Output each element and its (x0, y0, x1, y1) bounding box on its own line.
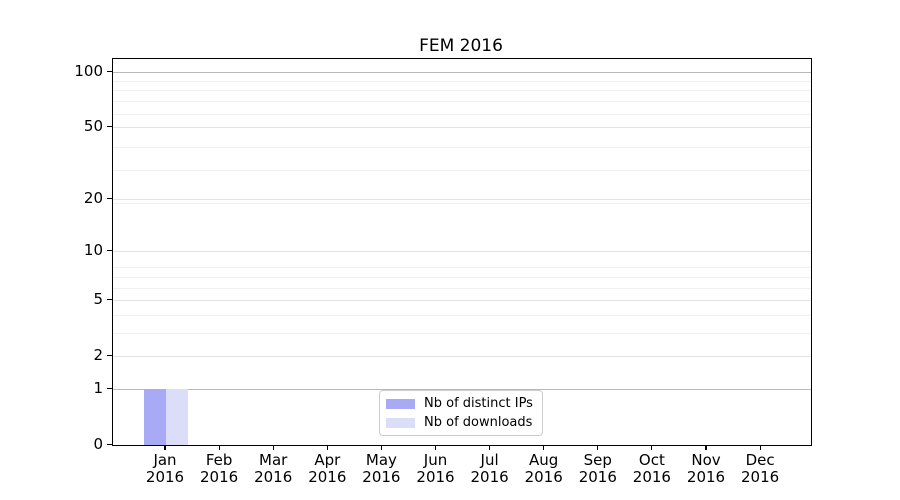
gridline-minor (113, 267, 811, 269)
y-axis-tick (107, 197, 112, 199)
x-axis-tick (434, 445, 437, 450)
legend: Nb of distinct IPs Nb of downloads (379, 390, 543, 436)
x-tick-label: Mar 2016 (254, 451, 293, 486)
plot-area (112, 58, 812, 446)
x-axis-tick (218, 445, 220, 450)
gridline-minor (113, 90, 811, 92)
y-axis-tick (107, 387, 112, 390)
bar-nb-of-distinct-ips (144, 388, 166, 445)
legend-label: Nb of downloads (424, 415, 533, 430)
gridline-minor (113, 169, 811, 171)
gridline-minor (113, 113, 811, 115)
x-axis-tick (326, 445, 328, 450)
x-tick-label: Apr 2016 (308, 451, 347, 486)
gridline-minor (113, 101, 811, 103)
chart-title: FEM 2016 (419, 36, 503, 56)
x-tick-label: Feb 2016 (200, 451, 239, 486)
x-axis-tick (489, 445, 491, 450)
x-axis-tick (543, 445, 545, 450)
gridline-minor (113, 287, 811, 289)
gridline-strong (113, 71, 811, 73)
x-tick-label: Aug 2016 (524, 451, 563, 486)
gridline-minor (113, 146, 811, 148)
y-axis-tick (107, 249, 112, 252)
x-tick-label: Dec 2016 (741, 451, 780, 486)
gridline-minor (113, 332, 811, 334)
y-tick-label: 20 (83, 188, 103, 207)
x-tick-label: Nov 2016 (686, 451, 726, 486)
gridline-major (113, 126, 811, 128)
y-axis-tick (107, 355, 112, 357)
gridline-major (113, 356, 811, 358)
x-axis-tick (651, 445, 653, 450)
y-tick-label: 2 (93, 346, 103, 365)
x-axis-tick (705, 445, 707, 450)
gridline-minor (113, 80, 811, 82)
y-axis-tick (107, 70, 112, 72)
x-axis-tick (272, 445, 274, 450)
gridline-minor (113, 314, 811, 316)
x-tick-label: Jan 2016 (145, 451, 185, 486)
gridline-major (113, 300, 811, 302)
gridline-minor (113, 202, 811, 204)
x-axis-tick (164, 445, 166, 450)
x-tick-label: Jul 2016 (470, 451, 509, 486)
y-tick-label: 100 (74, 61, 103, 80)
legend-item: Nb of downloads (386, 415, 534, 430)
legend-label: Nb of distinct IPs (424, 396, 533, 411)
y-tick-label: 10 (83, 240, 103, 259)
y-tick-label: 50 (83, 116, 103, 135)
gridline-strong (113, 388, 811, 390)
legend-swatch (386, 398, 415, 409)
y-axis-tick (107, 444, 112, 446)
y-tick-label: 5 (93, 290, 103, 309)
gridline-major (113, 198, 811, 200)
x-axis-tick (380, 445, 382, 450)
bar-nb-of-downloads (166, 388, 188, 445)
x-tick-label: Sep 2016 (578, 451, 617, 486)
gridline-major (113, 250, 811, 252)
y-axis-tick (107, 299, 112, 301)
x-tick-label: Jun 2016 (416, 451, 455, 486)
y-tick-label: 0 (93, 435, 103, 453)
legend-item: Nb of distinct IPs (386, 396, 534, 411)
x-tick-label: Oct 2016 (632, 451, 671, 486)
x-tick-label: May 2016 (362, 451, 401, 486)
y-axis-tick (107, 125, 112, 128)
legend-swatch (386, 417, 415, 428)
x-axis-tick (597, 445, 599, 450)
x-axis-tick (759, 445, 761, 450)
y-tick-label: 1 (93, 378, 103, 397)
gridline-minor (113, 276, 811, 278)
